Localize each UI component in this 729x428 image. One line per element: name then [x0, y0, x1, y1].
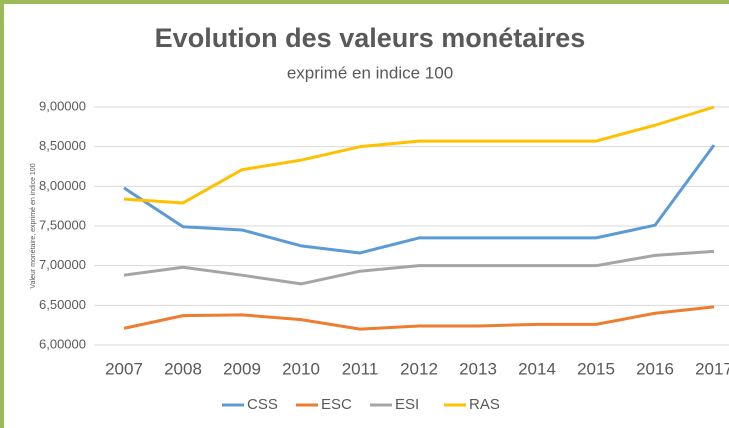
x-tick-label: 2007 — [105, 359, 143, 378]
line-series — [123, 105, 715, 205]
y-tick-label: 7,00000 — [39, 257, 86, 272]
y-tick-label: 9,00000 — [39, 98, 86, 113]
chart-title: Evolution des valeurs monétaires — [155, 23, 586, 53]
x-tick-label: 2013 — [459, 359, 497, 378]
line-series — [123, 144, 716, 255]
x-tick-label: 2009 — [223, 359, 261, 378]
legend-label: RAS — [469, 396, 500, 413]
y-tick-label: 8,50000 — [39, 138, 86, 153]
line-series — [123, 305, 715, 331]
x-tick-label: 2016 — [636, 359, 674, 378]
legend-label: ESI — [395, 396, 419, 413]
x-tick-label: 2012 — [400, 359, 438, 378]
x-tick-label: 2011 — [342, 359, 379, 378]
x-tick-label: 2015 — [577, 359, 615, 378]
legend-label: CSS — [247, 396, 278, 413]
x-tick-label: 2017 — [695, 359, 729, 378]
x-tick-label: 2008 — [164, 359, 202, 378]
x-tick-label: 2010 — [282, 359, 320, 378]
y-tick-label: 6,50000 — [39, 297, 86, 312]
y-tick-label: 8,00000 — [39, 178, 86, 193]
line-series — [123, 249, 715, 286]
y-axis-label: Valeur monétaire, exprimé en indice 100 — [30, 163, 37, 288]
y-tick-label: 6,00000 — [39, 336, 86, 351]
y-tick-label: 7,50000 — [39, 217, 86, 232]
chart-subtitle: exprimé en indice 100 — [287, 63, 453, 82]
legend-label: ESC — [321, 396, 352, 413]
x-tick-label: 2014 — [518, 359, 556, 378]
